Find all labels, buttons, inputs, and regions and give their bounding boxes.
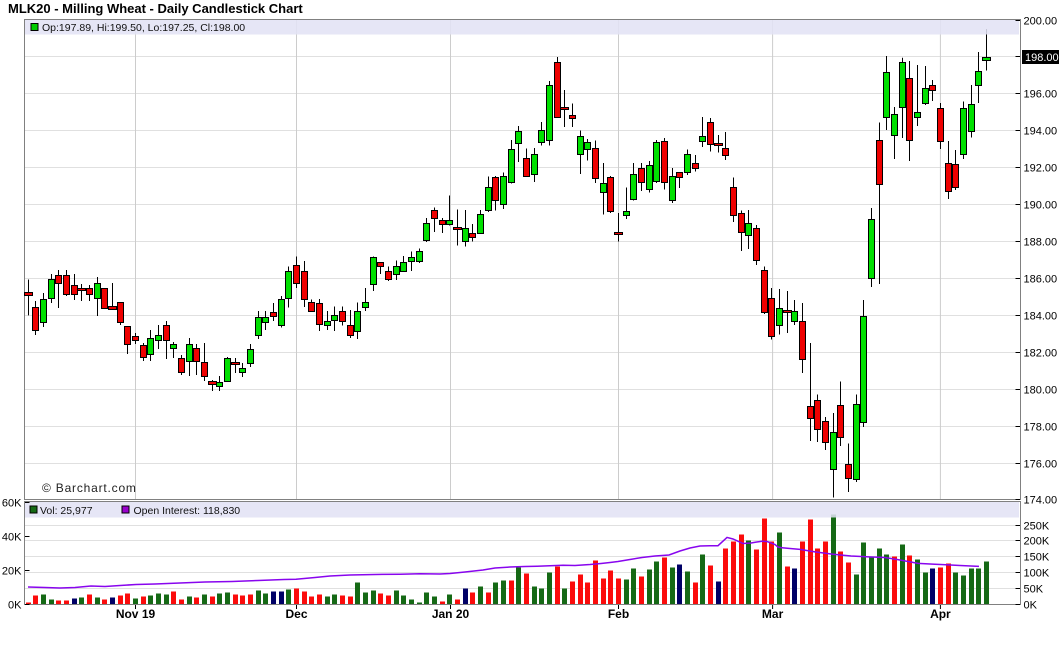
svg-text:100K: 100K	[1024, 568, 1050, 580]
svg-text:Dec: Dec	[285, 607, 307, 621]
svg-text:Nov 19: Nov 19	[116, 607, 156, 621]
svg-text:182.00: 182.00	[1024, 348, 1058, 360]
svg-text:178.00: 178.00	[1024, 422, 1058, 434]
svg-text:Op:197.89, Hi:199.50, Lo:197.2: Op:197.89, Hi:199.50, Lo:197.25, Cl:198.…	[42, 22, 245, 34]
svg-text:176.00: 176.00	[1024, 459, 1058, 471]
svg-text:184.00: 184.00	[1024, 311, 1058, 323]
svg-text:190.00: 190.00	[1024, 200, 1058, 212]
svg-text:188.00: 188.00	[1024, 237, 1058, 249]
svg-text:192.00: 192.00	[1024, 163, 1058, 175]
svg-text:Apr: Apr	[930, 607, 951, 621]
svg-text:Jan 20: Jan 20	[432, 607, 470, 621]
svg-text:174.00: 174.00	[1024, 495, 1058, 507]
svg-text:194.00: 194.00	[1024, 126, 1058, 138]
svg-text:50K: 50K	[1024, 584, 1044, 596]
svg-text:198.00: 198.00	[1025, 52, 1059, 64]
svg-text:186.00: 186.00	[1024, 274, 1058, 286]
svg-text:200K: 200K	[1024, 536, 1050, 548]
svg-text:Feb: Feb	[608, 607, 629, 621]
svg-text:20K: 20K	[2, 566, 22, 578]
svg-text:Open Interest: 118,830: Open Interest: 118,830	[134, 505, 241, 517]
svg-text:Vol: 25,977: Vol: 25,977	[40, 505, 93, 517]
svg-text:250K: 250K	[1024, 521, 1050, 533]
svg-text:196.00: 196.00	[1024, 89, 1058, 101]
svg-text:0K: 0K	[8, 600, 22, 612]
svg-text:© Barchart.com: © Barchart.com	[42, 481, 137, 495]
svg-text:Mar: Mar	[762, 607, 784, 621]
svg-text:60K: 60K	[2, 498, 22, 510]
svg-text:200.00: 200.00	[1024, 16, 1058, 28]
svg-text:40K: 40K	[2, 532, 22, 544]
svg-text:150K: 150K	[1024, 552, 1050, 564]
svg-text:180.00: 180.00	[1024, 385, 1058, 397]
svg-text:0K: 0K	[1024, 600, 1038, 612]
